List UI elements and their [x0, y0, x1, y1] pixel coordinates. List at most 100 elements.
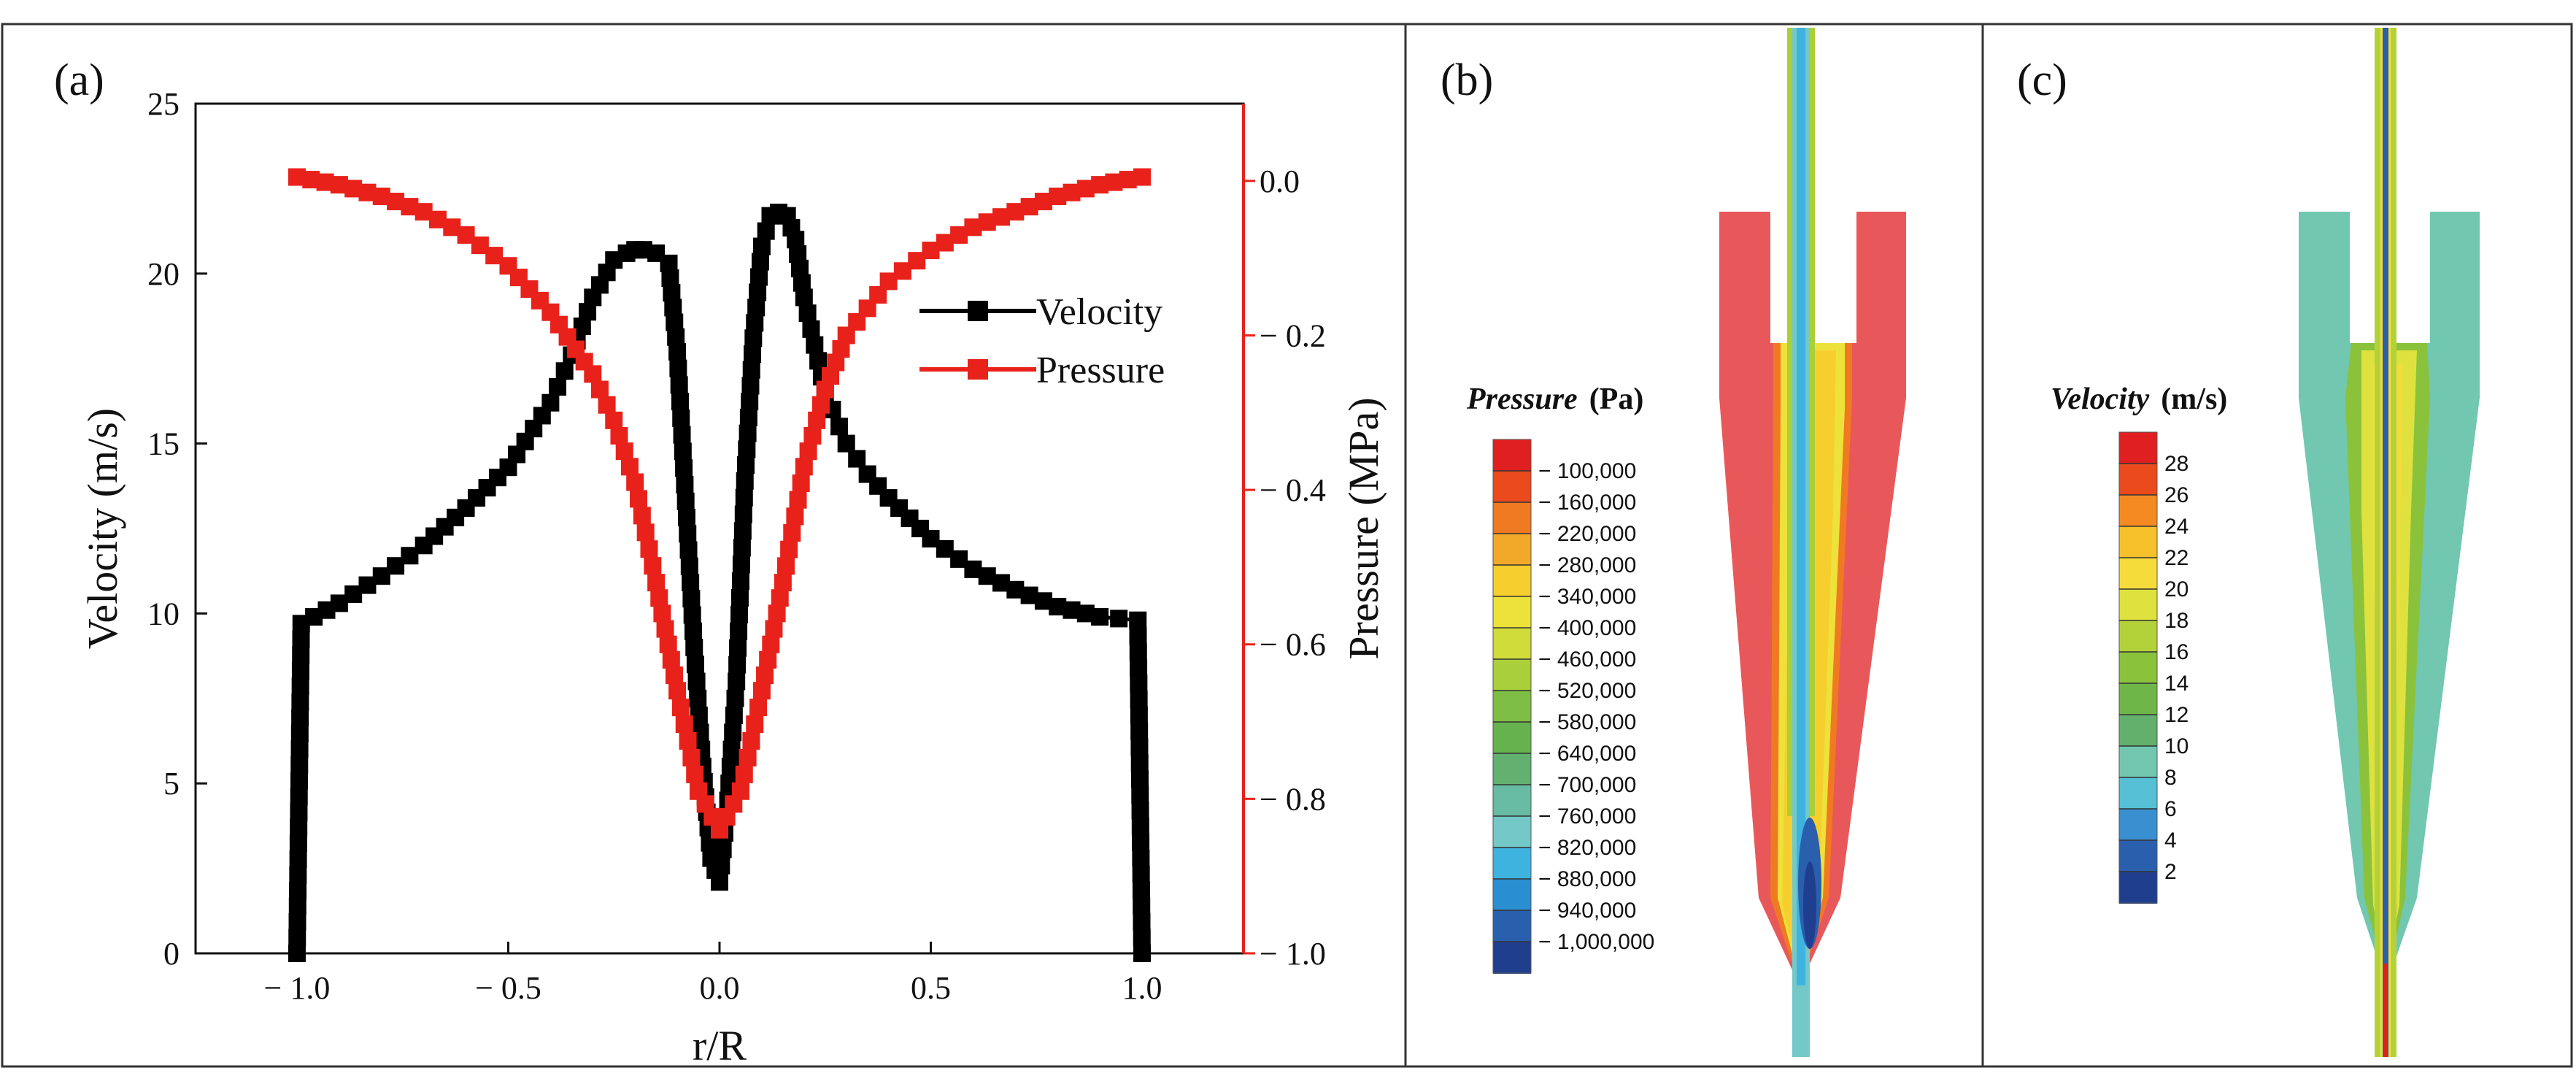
velocity-marker [690, 707, 708, 725]
pressure-colorbar-swatch [1493, 659, 1531, 691]
velocity-marker [675, 459, 693, 477]
y2-tick-label: − 0.6 [1260, 627, 1326, 663]
pressure-marker [662, 650, 680, 669]
velocity-colorbar-swatch [2119, 464, 2157, 496]
velocity-marker [744, 329, 763, 347]
velocity-marker [1132, 833, 1150, 851]
velocity-marker [372, 567, 390, 585]
velocity-marker [290, 756, 309, 774]
x-axis-ticks: − 1.0 − 0.5 0.0 0.5 1.0 [264, 942, 1162, 1006]
velocity-marker [741, 393, 759, 411]
pressure-line [296, 175, 1143, 834]
velocity-marker [669, 359, 687, 377]
velocity-marker [741, 377, 760, 395]
velocity-marker [1133, 945, 1152, 962]
velocity-colorbar-label: 14 [2164, 672, 2189, 696]
pressure-colorbar-swatch [1493, 816, 1531, 848]
pressure-marker [633, 507, 651, 525]
velocity-marker [714, 840, 732, 858]
velocity-marker [667, 328, 685, 346]
y-tick-label: 0 [163, 936, 180, 972]
velocity-marker [742, 361, 760, 379]
y2-tick-label: − 0.2 [1260, 318, 1326, 353]
pressure-marker [656, 620, 674, 638]
velocity-marker [679, 541, 698, 559]
pressure-colorbar-label: − 580,000 [1538, 710, 1636, 734]
pressure-marker [735, 765, 753, 783]
pressure-colorbar-label: − 1,000,000 [1538, 930, 1654, 954]
panel-c-label: (c) [2017, 55, 2067, 105]
velocity-marker [689, 689, 707, 707]
y-tick-label: 5 [163, 766, 180, 802]
pressure-marker [783, 524, 801, 542]
y2-tick-label: − 1.0 [1260, 936, 1326, 972]
velocity-marker [1130, 722, 1149, 740]
velocity-marker [1130, 658, 1148, 677]
velocity-colorbar-swatch [2119, 495, 2157, 527]
velocity-colorbar-label: 24 [2164, 515, 2189, 539]
velocity-marker [1130, 674, 1148, 693]
velocity-colorbar-label: 18 [2164, 609, 2189, 633]
velocity-marker [687, 672, 706, 691]
velocity-marker [1129, 611, 1147, 629]
velocity-marker [1130, 738, 1149, 756]
velocity-colorbar-label: 8 [2164, 766, 2177, 790]
velocity-marker [288, 912, 306, 931]
velocity-colorbar-label: 22 [2164, 546, 2189, 570]
pressure-colorbar-label: − 520,000 [1538, 679, 1636, 703]
velocity-marker [673, 426, 691, 444]
pressure-colorbar-label: − 280,000 [1538, 553, 1636, 577]
velocity-marker [672, 409, 690, 427]
velocity-marker [291, 677, 309, 696]
pressure-marker [610, 427, 628, 445]
y-tick-label: 25 [147, 86, 180, 122]
velocity-marker [674, 442, 692, 461]
velocity-colorbar-swatch [2119, 558, 2157, 590]
pressure-axis-ticks: 0.0 − 0.2 − 0.4 − 0.6 − 0.8 − 1.0 [1243, 164, 1326, 972]
velocity-marker [837, 434, 855, 453]
y2-tick-label: − 0.4 [1260, 472, 1326, 508]
velocity-colorbar-label: 2 [2164, 860, 2177, 884]
pressure-marker [786, 507, 804, 526]
velocity-marker [684, 622, 702, 640]
velocity-marker [1132, 865, 1150, 883]
velocity-marker [728, 672, 746, 691]
series-layer [288, 168, 1152, 962]
pressure-marker [682, 748, 701, 766]
velocity-colorbar: 28 26 24 22 20 18 16 14 12 10 8 6 4 2 [2118, 431, 2189, 904]
velocity-marker [677, 508, 695, 526]
pressure-marker [759, 650, 777, 669]
pressure-marker [665, 666, 683, 685]
velocity-colorbar-swatch [2119, 589, 2157, 621]
pressure-colorbar-label: − 880,000 [1538, 867, 1636, 891]
pressure-colorbar-swatch [1493, 691, 1531, 723]
velocity-marker [1131, 785, 1149, 804]
pressure-air-core [1797, 28, 1805, 1057]
velocity-marker [830, 418, 849, 436]
velocity-colorbar-frame [2118, 431, 2158, 904]
velocity-colorbar-swatch [2119, 777, 2157, 810]
figure-border [1, 23, 2573, 1068]
velocity-colorbar-label: 10 [2164, 734, 2189, 758]
pressure-marker [768, 604, 786, 623]
pressure-marker [792, 474, 810, 493]
velocity-marker [1129, 643, 1147, 661]
velocity-colorbar-swatch [2119, 840, 2157, 872]
velocity-marker [747, 299, 766, 317]
velocity-marker [289, 881, 307, 899]
pressure-marker [686, 765, 704, 783]
pressure-marker [584, 365, 602, 383]
pressure-colorbar-swatch [1493, 502, 1531, 534]
velocity-marker [730, 605, 749, 623]
velocity-marker [679, 525, 697, 543]
pressure-marker [731, 782, 749, 800]
pressure-colorbar-label: − 940,000 [1538, 899, 1636, 923]
velocity-marker [751, 253, 769, 271]
velocity-marker [290, 818, 308, 837]
pressure-colorbar-label: − 460,000 [1538, 647, 1636, 672]
pressure-marker [636, 523, 655, 542]
velocity-colorbar-swatch [2119, 432, 2157, 464]
velocity-marker [291, 693, 309, 711]
velocity-marker [726, 689, 744, 707]
velocity-marker [290, 803, 308, 821]
